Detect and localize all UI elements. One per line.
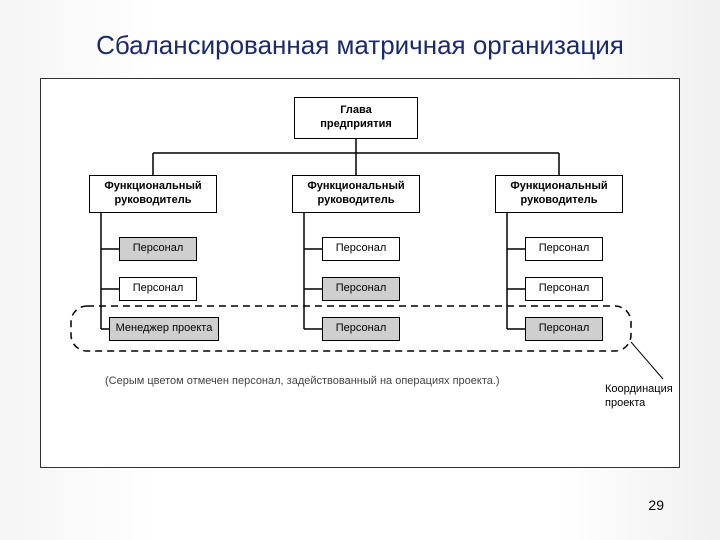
node-p11: Персонал	[119, 237, 197, 261]
node-p21: Персонал	[322, 237, 400, 261]
diagram-frame: (Серым цветом отмечен персонал, задейств…	[40, 78, 680, 468]
coord-l1: Координация	[605, 383, 673, 395]
node-p23: Персонал	[322, 317, 400, 341]
node-p31: Персонал	[525, 237, 603, 261]
page-number: 29	[648, 497, 664, 513]
node-p32: Персонал	[525, 277, 603, 301]
node-p12: Персонал	[119, 277, 197, 301]
node-fm2: Функциональныйруководитель	[292, 175, 420, 213]
coordination-label: Координация проекта	[605, 383, 673, 411]
node-p33: Персонал	[525, 317, 603, 341]
node-fm1: Функциональныйруководитель	[89, 175, 217, 213]
node-p22: Персонал	[322, 277, 400, 301]
page-title: Сбалансированная матричная организация	[0, 0, 720, 61]
node-head: Главапредприятия	[294, 97, 418, 139]
coord-l2: проекта	[605, 397, 645, 409]
node-p13: Менеджер проекта	[109, 317, 219, 341]
footnote-text: (Серым цветом отмечен персонал, задейств…	[105, 375, 500, 387]
node-fm3: Функциональныйруководитель	[495, 175, 623, 213]
